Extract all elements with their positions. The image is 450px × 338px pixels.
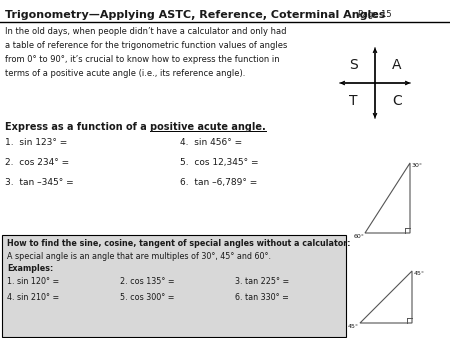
Text: 6. tan 330° =: 6. tan 330° =: [235, 293, 289, 302]
Text: T: T: [349, 94, 357, 108]
Text: terms of a positive acute angle (i.e., its reference angle).: terms of a positive acute angle (i.e., i…: [5, 69, 245, 78]
Text: a table of reference for the trigonometric function values of angles: a table of reference for the trigonometr…: [5, 41, 288, 50]
Text: 5. cos 300° =: 5. cos 300° =: [120, 293, 175, 302]
Text: 4.  sin 456° =: 4. sin 456° =: [180, 138, 242, 147]
Text: 4. sin 210° =: 4. sin 210° =: [7, 293, 59, 302]
Text: 60°: 60°: [353, 234, 364, 239]
Text: A: A: [392, 58, 402, 72]
FancyBboxPatch shape: [2, 235, 346, 337]
Text: Trigonometry—Applying ASTC, Reference, Coterminal Angles: Trigonometry—Applying ASTC, Reference, C…: [5, 10, 385, 20]
Text: 45°: 45°: [414, 271, 425, 276]
Text: S: S: [349, 58, 357, 72]
Text: Express as a function of a: Express as a function of a: [5, 122, 150, 132]
Text: In the old days, when people didn’t have a calculator and only had: In the old days, when people didn’t have…: [5, 27, 287, 36]
Text: 1. sin 120° =: 1. sin 120° =: [7, 277, 59, 286]
Text: C: C: [392, 94, 402, 108]
Text: How to find the sine, cosine, tangent of special angles without a calculator:: How to find the sine, cosine, tangent of…: [7, 239, 351, 248]
Text: A special angle is an angle that are multiples of 30°, 45° and 60°.: A special angle is an angle that are mul…: [7, 252, 271, 261]
Text: 3. tan 225° =: 3. tan 225° =: [235, 277, 289, 286]
Text: 3.  tan –345° =: 3. tan –345° =: [5, 178, 74, 187]
Text: 5.  cos 12,345° =: 5. cos 12,345° =: [180, 158, 258, 167]
Text: positive acute angle.: positive acute angle.: [150, 122, 266, 132]
Text: 2. cos 135° =: 2. cos 135° =: [120, 277, 175, 286]
Text: 6.  tan –6,789° =: 6. tan –6,789° =: [180, 178, 257, 187]
Text: 1.  sin 123° =: 1. sin 123° =: [5, 138, 67, 147]
Text: 30°: 30°: [412, 163, 423, 168]
Text: 2.  cos 234° =: 2. cos 234° =: [5, 158, 69, 167]
Text: from 0° to 90°, it’s crucial to know how to express the function in: from 0° to 90°, it’s crucial to know how…: [5, 55, 279, 64]
Text: Examples:: Examples:: [7, 264, 53, 273]
Text: Page 15: Page 15: [358, 10, 392, 19]
Text: 45°: 45°: [348, 324, 359, 329]
